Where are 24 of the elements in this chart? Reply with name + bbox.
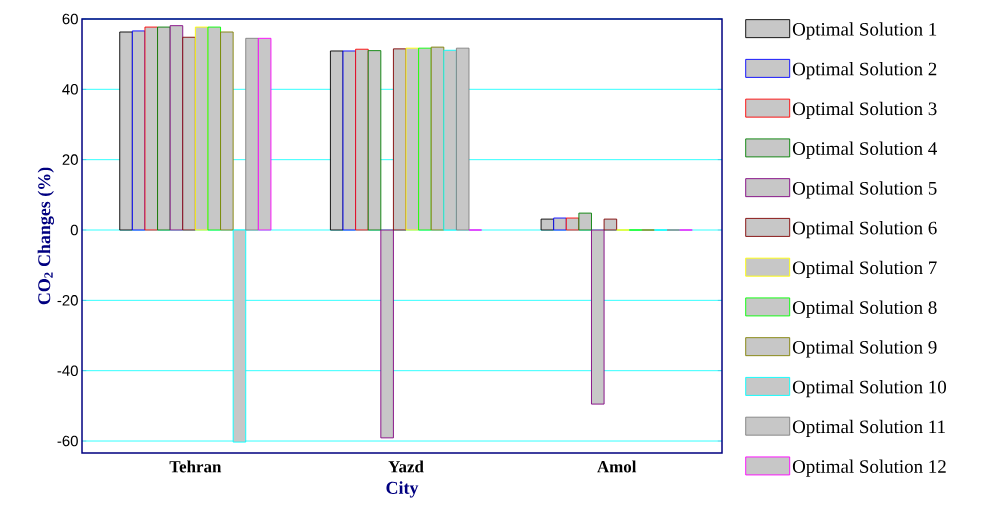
y-tick-label: 0	[70, 224, 78, 236]
y-tick-label: 60	[62, 13, 78, 25]
x-tick-label: Tehran	[169, 460, 222, 473]
legend-label: Optimal Solution 3	[792, 101, 937, 119]
legend-label: Optimal Solution 5	[792, 181, 937, 199]
legend-label: Optimal Solution 12	[792, 459, 946, 477]
y-tick-label: -60	[57, 435, 78, 447]
y-tick-label: -40	[57, 365, 78, 376]
legend-label: Optimal Solution 10	[792, 380, 947, 398]
y-tick-label: 20	[62, 154, 78, 165]
legend-label: Optimal Solution 7	[792, 260, 937, 279]
legend-label: Optimal Solution 8	[792, 300, 937, 318]
legend-label: Optimal Solution 4	[792, 141, 937, 159]
legend-label: Optimal Solution 6	[792, 221, 937, 239]
legend-label: Optimal Solution 2	[792, 62, 937, 80]
legend-label: Optimal Solution 1	[792, 22, 937, 40]
x-tick-label: Yazd	[388, 460, 424, 473]
legend-label: Optimal Solution 9	[792, 340, 937, 358]
y-tick-label: 40	[62, 84, 78, 95]
y-tick-label: -20	[57, 295, 78, 306]
legend-label: Optimal Solution 11	[792, 419, 945, 438]
x-axis-title: City	[386, 481, 419, 498]
x-tick-label: Amol	[597, 460, 637, 473]
y-axis-title: CO$_{2}$ Changes (%)	[37, 167, 55, 305]
